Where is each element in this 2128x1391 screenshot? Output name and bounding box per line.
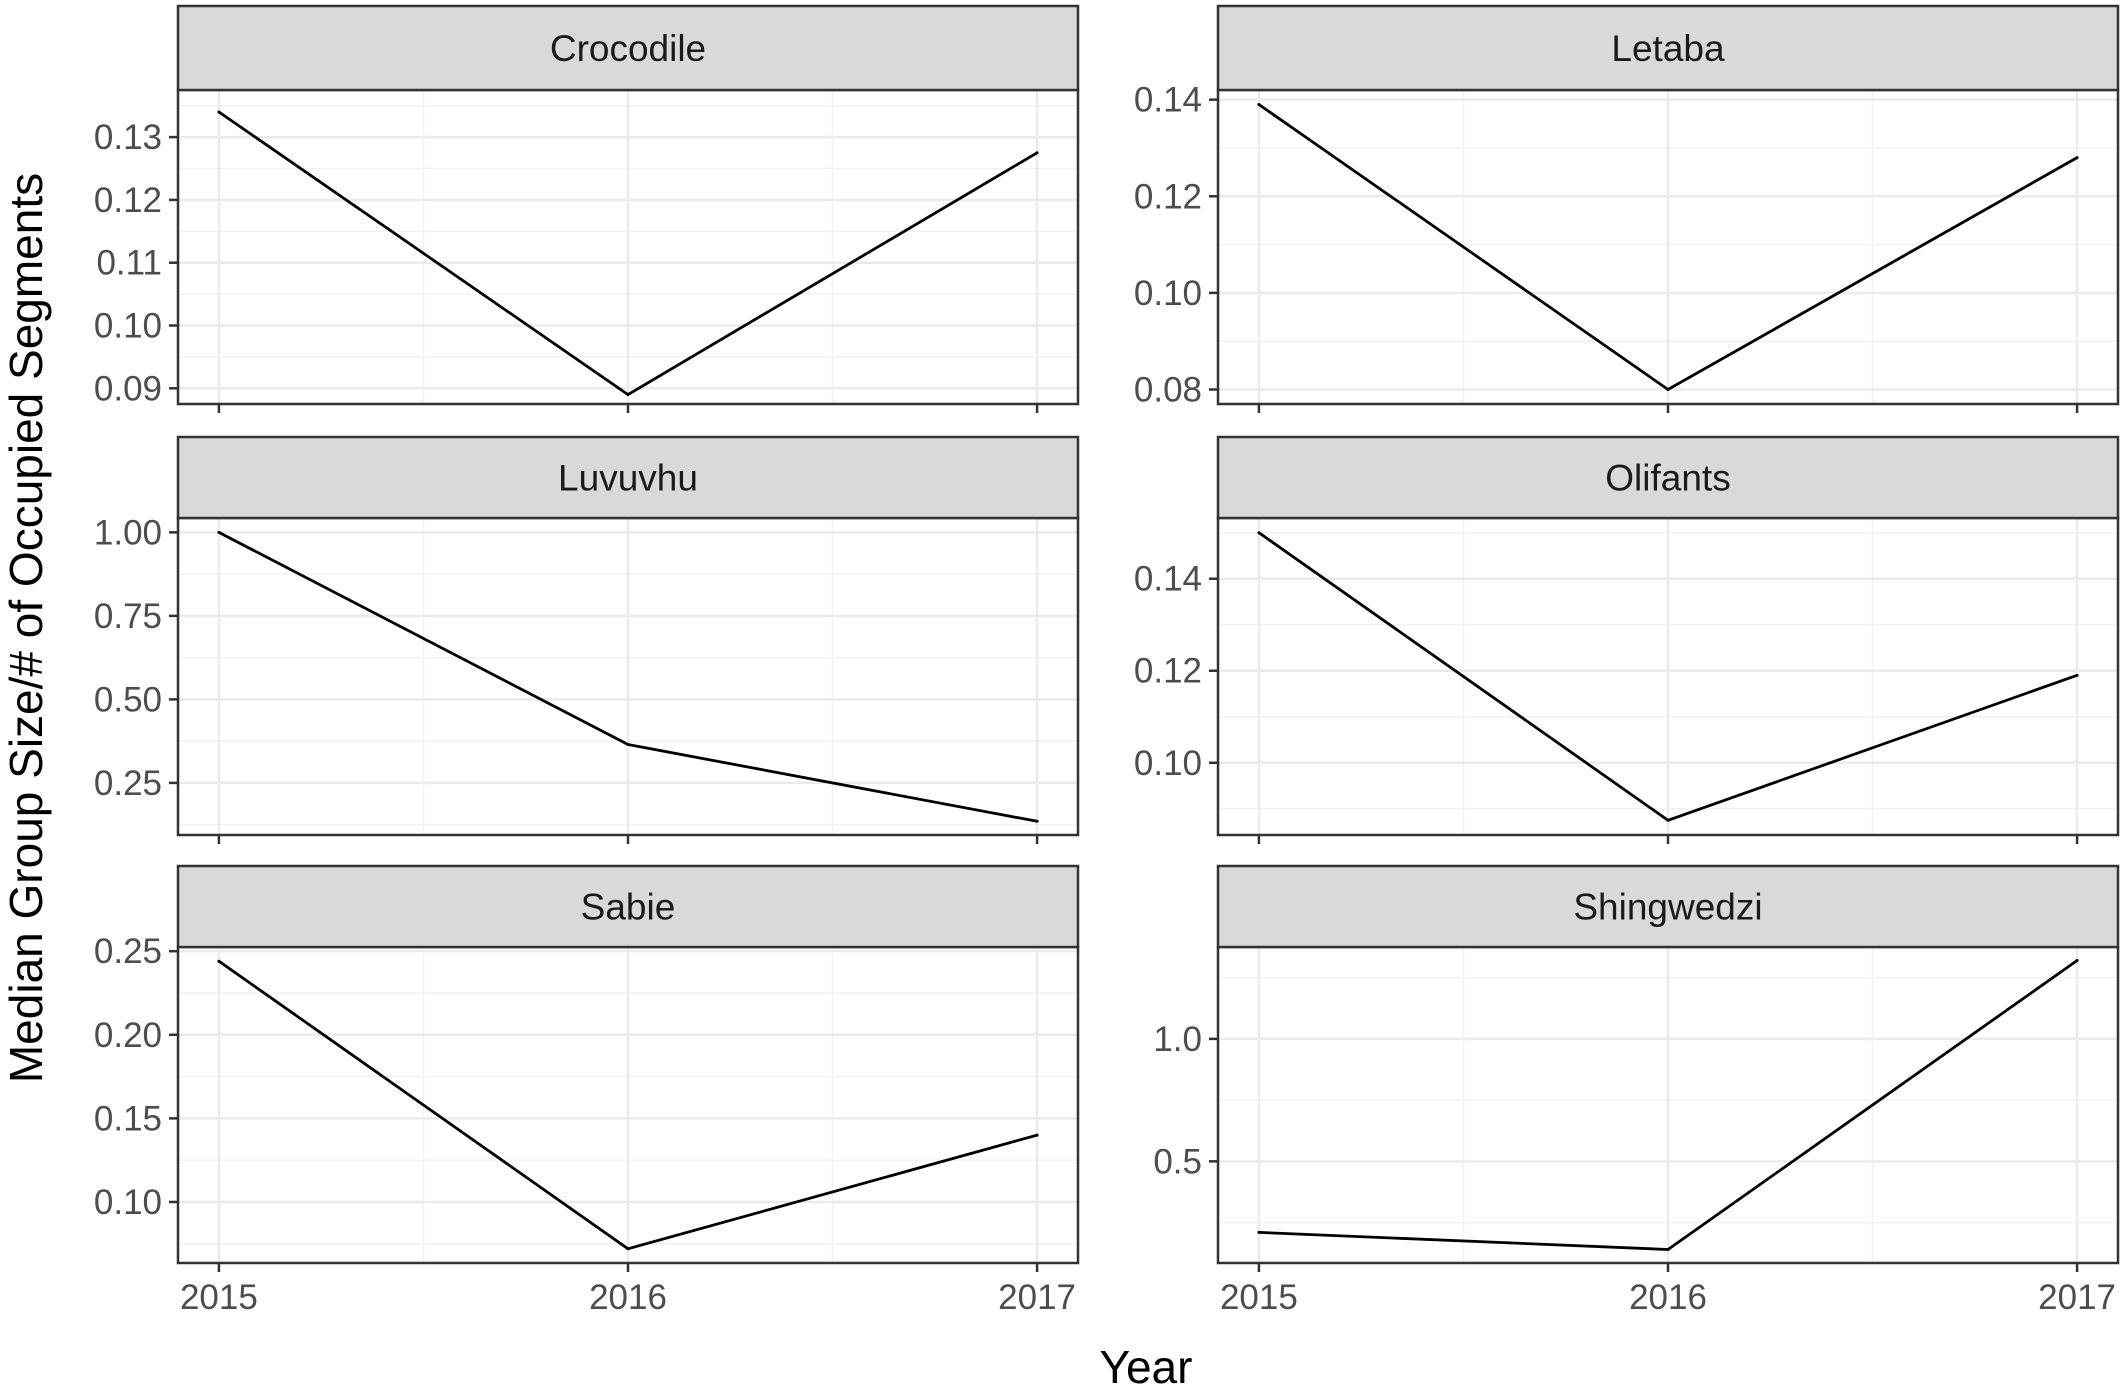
panel-sabie: Sabie 0.10 0.15 0.20 0.25 2015 2016 2017 bbox=[94, 864, 1080, 1317]
y-tick-label: 0.10 bbox=[94, 1183, 162, 1222]
data-point bbox=[1257, 1230, 1261, 1234]
y-axis-title: Median Group Size/# of Occupied Segments bbox=[0, 173, 52, 1083]
y-tick-label: 0.11 bbox=[96, 244, 162, 283]
data-point bbox=[217, 959, 221, 963]
facet-strip-label: Crocodile bbox=[550, 28, 706, 69]
data-point bbox=[1666, 388, 1670, 392]
facet-strip bbox=[1216, 864, 2120, 949]
y-tick-label: 0.10 bbox=[94, 307, 162, 346]
facet-strip bbox=[176, 4, 1080, 92]
panel-crocodile: Crocodile 0.09 0.10 0.11 0.12 0.13 bbox=[94, 4, 1080, 413]
y-tick-label: 0.25 bbox=[94, 764, 162, 803]
panel-letaba: Letaba 0.08 0.10 0.12 0.14 bbox=[1134, 4, 2120, 413]
facet-strip-label: Sabie bbox=[581, 887, 676, 928]
y-tick-label: 0.25 bbox=[94, 932, 162, 971]
x-tick-label: 2016 bbox=[1629, 1278, 1707, 1317]
y-tick-label: 0.14 bbox=[1134, 560, 1202, 599]
y-tick-label: 1.0 bbox=[1153, 1020, 1202, 1059]
panel-olifants: Olifants 0.10 0.12 0.14 bbox=[1134, 435, 2120, 844]
data-point bbox=[1035, 151, 1039, 155]
facet-strip-label: Shingwedzi bbox=[1573, 887, 1762, 928]
y-tick-label: 0.10 bbox=[1134, 274, 1202, 313]
facet-strip-label: Luvuvhu bbox=[558, 458, 698, 499]
y-tick-label: 0.5 bbox=[1153, 1142, 1202, 1181]
y-tick-label: 1.00 bbox=[94, 513, 162, 552]
y-tick-label: 0.50 bbox=[94, 680, 162, 719]
x-tick-label: 2016 bbox=[589, 1278, 667, 1317]
y-tick-label: 0.08 bbox=[1134, 371, 1202, 410]
x-tick-label: 2017 bbox=[998, 1278, 1076, 1317]
x-tick-label: 2015 bbox=[180, 1278, 258, 1317]
data-point bbox=[1257, 531, 1261, 535]
data-point bbox=[2075, 673, 2079, 677]
data-point bbox=[2075, 958, 2079, 962]
data-point bbox=[1035, 819, 1039, 823]
facet-strip bbox=[176, 435, 1080, 520]
facet-strip bbox=[1216, 4, 2120, 92]
data-point bbox=[217, 530, 221, 534]
data-point bbox=[1666, 1248, 1670, 1252]
facet-strip bbox=[176, 864, 1080, 949]
y-tick-label: 0.09 bbox=[94, 369, 162, 408]
data-point bbox=[1666, 818, 1670, 822]
y-tick-label: 0.12 bbox=[94, 181, 162, 220]
x-tick-label: 2017 bbox=[2038, 1278, 2116, 1317]
y-tick-label: 0.14 bbox=[1134, 81, 1202, 120]
data-point bbox=[626, 742, 630, 746]
y-tick-label: 0.12 bbox=[1134, 177, 1202, 216]
facet-strip-label: Letaba bbox=[1611, 28, 1725, 69]
y-tick-label: 0.10 bbox=[1134, 744, 1202, 783]
y-tick-label: 0.13 bbox=[94, 118, 162, 157]
panel-luvuvhu: Luvuvhu 0.25 0.50 0.75 1.00 bbox=[94, 435, 1080, 844]
y-tick-label: 0.20 bbox=[94, 1016, 162, 1055]
panel-shingwedzi: Shingwedzi 0.5 1.0 2015 2016 2017 bbox=[1153, 864, 2120, 1317]
data-point bbox=[2075, 156, 2079, 160]
x-axis-title: Year bbox=[1100, 1341, 1193, 1391]
data-point bbox=[1257, 102, 1261, 106]
panels-layer: Crocodile 0.09 0.10 0.11 0.12 0.13 Letaba 0.08 0… bbox=[94, 4, 2120, 1317]
facet-strip-label: Olifants bbox=[1605, 458, 1730, 499]
data-point bbox=[1035, 1133, 1039, 1137]
y-tick-label: 0.12 bbox=[1134, 652, 1202, 691]
x-tick-label: 2015 bbox=[1220, 1278, 1298, 1317]
data-point bbox=[217, 110, 221, 114]
data-point bbox=[626, 393, 630, 397]
y-tick-label: 0.75 bbox=[94, 597, 162, 636]
facet-strip bbox=[1216, 435, 2120, 520]
y-tick-label: 0.15 bbox=[94, 1099, 162, 1138]
data-point bbox=[626, 1247, 630, 1251]
